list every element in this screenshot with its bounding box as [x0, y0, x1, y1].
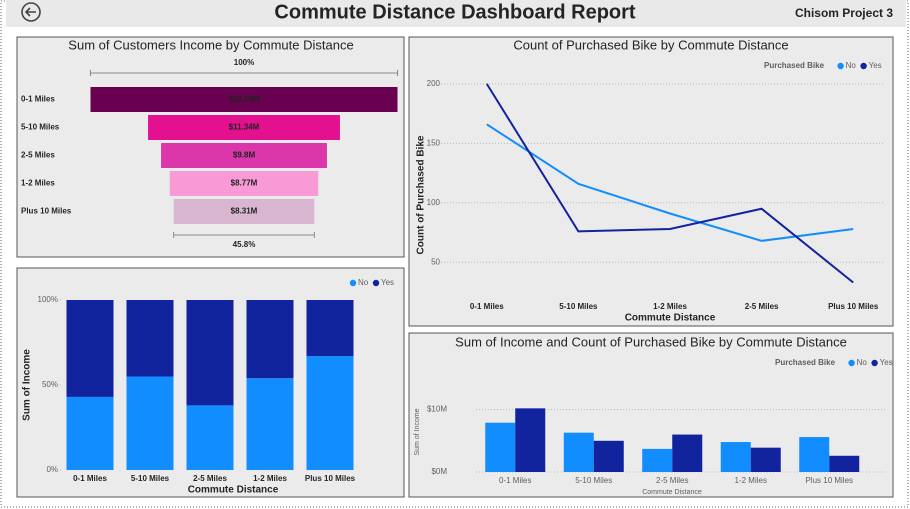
bar [485, 422, 516, 472]
bar [593, 440, 624, 472]
x-tick-label: 0-1 Miles [499, 476, 531, 485]
legend-marker [372, 279, 380, 287]
data-label: $8.77M [231, 179, 258, 188]
x-tick-label: 1-2 Miles [735, 476, 767, 485]
x-tick-label: 5-10 Miles [575, 476, 612, 485]
x-tick-label: 2-5 Miles [745, 302, 779, 311]
bar [126, 300, 174, 377]
legend-label: Yes [381, 278, 394, 287]
legend-marker [871, 359, 878, 367]
header-title: Commute Distance Dashboard Report [274, 1, 636, 23]
x-tick-label: 2-5 Miles [193, 474, 227, 483]
bar [563, 432, 594, 472]
x-axis-label: Commute Distance [625, 313, 716, 324]
funnel-bar [148, 115, 340, 140]
legend-label: No [857, 358, 868, 367]
y-tick-label: 200 [427, 79, 441, 88]
x-tick-label: 1-2 Miles [253, 474, 287, 483]
funnel-bar [173, 199, 315, 224]
x-axis-label: Commute Distance [642, 489, 702, 496]
category-label: 5-10 Miles [21, 123, 60, 132]
data-label: $18.14M [228, 95, 259, 104]
legend-label: No [846, 61, 857, 70]
legend-label: No [358, 278, 369, 287]
back-arrow[interactable] [24, 7, 36, 17]
y-axis-label: Count of Purchased Bike [416, 135, 427, 254]
legend-label: Yes [869, 61, 882, 70]
x-tick-label: 5-10 Miles [559, 302, 598, 311]
x-tick-label: 1-2 Miles [653, 302, 687, 311]
chart-title: Count of Purchased Bike by Commute Dista… [513, 37, 788, 52]
legend-marker [860, 62, 867, 70]
y-axis-label: Sum of Income [414, 408, 421, 455]
header-project: Chisom Project 3 [795, 6, 893, 20]
funnel-bracket [173, 232, 315, 238]
data-label: $8.31M [231, 207, 258, 216]
line [485, 83, 854, 284]
bar [66, 300, 114, 397]
bar [186, 405, 234, 470]
chart-title: Sum of Customers Income by Commute Dista… [68, 37, 353, 52]
bar [186, 300, 234, 406]
back-circle[interactable] [21, 2, 41, 22]
bar [246, 378, 294, 470]
bar [672, 434, 703, 472]
x-tick-label: Plus 10 Miles [805, 476, 853, 485]
legend-marker [349, 279, 357, 287]
bar [799, 437, 830, 472]
legend-label: Yes [880, 358, 893, 367]
funnel-bar [161, 143, 327, 168]
bar [829, 455, 860, 472]
y-tick-label: 100 [427, 198, 441, 207]
bar [246, 300, 294, 379]
legend-marker [837, 62, 844, 70]
panel [408, 36, 894, 327]
data-label: $9.8M [233, 151, 256, 160]
legend-title: Purchased Bike [764, 61, 825, 70]
category-label: 0-1 Miles [21, 95, 55, 104]
bar [306, 356, 354, 470]
y-axis-label: Sum of Income [22, 349, 33, 421]
y-tick-label: $10M [427, 405, 447, 414]
header-bar [6, 0, 906, 27]
x-axis-label: Commute Distance [188, 485, 279, 496]
y-tick-label: 0% [46, 465, 58, 474]
bar [126, 376, 174, 470]
legend-marker [848, 359, 855, 367]
bar [720, 442, 751, 472]
funnel-bracket [90, 70, 398, 76]
bar [515, 408, 546, 472]
legend-title: Purchased Bike [775, 358, 836, 367]
x-tick-label: 0-1 Miles [73, 474, 107, 483]
x-tick-label: 5-10 Miles [131, 474, 170, 483]
funnel-bar [90, 87, 398, 112]
bar [642, 448, 673, 472]
category-label: Plus 10 Miles [21, 207, 72, 216]
x-tick-label: Plus 10 Miles [305, 474, 356, 483]
funnel-bar [169, 171, 319, 196]
y-tick-label: $0M [431, 467, 447, 476]
category-label: 2-5 Miles [21, 151, 55, 160]
chart-title: Sum of Income and Count of Purchased Bik… [455, 334, 847, 349]
back-button[interactable] [21, 2, 41, 22]
category-label: 1-2 Miles [21, 179, 55, 188]
line [486, 123, 854, 242]
annotation: 100% [234, 58, 254, 67]
x-tick-label: 2-5 Miles [656, 476, 688, 485]
bar [66, 396, 114, 470]
data-label: $11.34M [229, 123, 260, 132]
annotation: 45.8% [233, 240, 256, 249]
y-tick-label: 100% [38, 295, 58, 304]
y-tick-label: 50% [42, 380, 58, 389]
x-tick-label: 0-1 Miles [470, 302, 504, 311]
bar [306, 300, 354, 357]
bar [750, 447, 781, 472]
y-tick-label: 50 [431, 257, 440, 266]
x-tick-label: Plus 10 Miles [828, 302, 879, 311]
y-tick-label: 150 [427, 138, 441, 147]
